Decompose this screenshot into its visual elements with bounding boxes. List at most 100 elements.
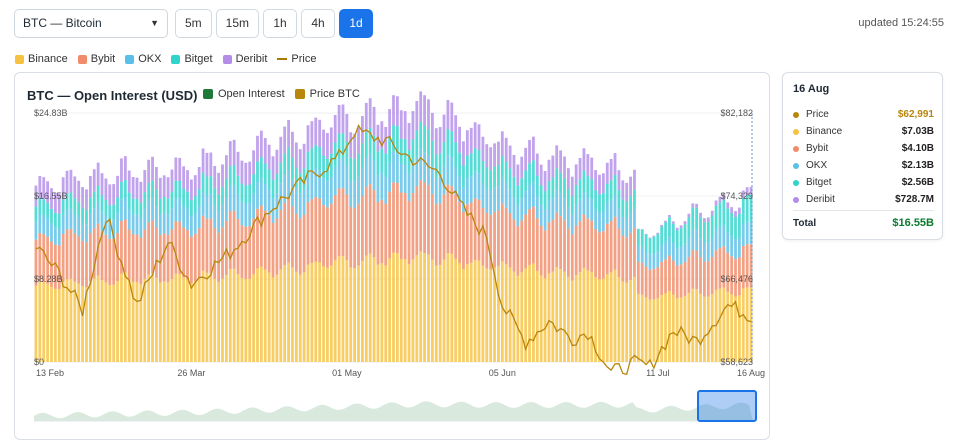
bar-okx-98 bbox=[415, 156, 419, 187]
bar-binance-4 bbox=[50, 286, 53, 362]
bar-bitget-159 bbox=[652, 236, 656, 254]
bar-okx-34 bbox=[166, 214, 170, 235]
bar-bybit-89 bbox=[380, 199, 384, 264]
bar-okx-184 bbox=[749, 221, 753, 245]
legend-item-binance[interactable]: Binance bbox=[15, 53, 68, 65]
bar-bybit-80 bbox=[345, 194, 349, 260]
bar-okx-59 bbox=[263, 183, 267, 211]
bar-okx-16 bbox=[96, 202, 100, 224]
bar-deribit-184 bbox=[749, 186, 753, 195]
bar-bitget-82 bbox=[353, 159, 357, 182]
bar-bybit-167 bbox=[683, 261, 687, 296]
bar-deribit-100 bbox=[423, 95, 426, 126]
bar-deribit-76 bbox=[329, 127, 333, 154]
timeframe-15m-button[interactable]: 15m bbox=[215, 9, 260, 38]
legend-item-okx[interactable]: OKX bbox=[125, 53, 161, 65]
bar-okx-127 bbox=[528, 185, 531, 210]
bar-okx-150 bbox=[617, 208, 621, 229]
bar-deribit-180 bbox=[734, 211, 737, 217]
navigator-window[interactable] bbox=[697, 390, 757, 422]
bar-okx-179 bbox=[730, 236, 734, 257]
bar-binance-86 bbox=[368, 253, 372, 362]
bar-okx-10 bbox=[73, 214, 77, 234]
bar-binance-147 bbox=[605, 274, 609, 362]
bar-binance-34 bbox=[166, 282, 170, 362]
bar-bybit-103 bbox=[434, 204, 438, 266]
bar-deribit-53 bbox=[240, 160, 244, 184]
bar-bitget-166 bbox=[679, 228, 683, 248]
bar-binance-40 bbox=[190, 283, 193, 362]
bar-bybit-140 bbox=[578, 221, 582, 273]
bar-okx-97 bbox=[411, 164, 415, 194]
bar-okx-28 bbox=[143, 208, 147, 230]
bar-bitget-49 bbox=[224, 178, 228, 198]
bar-binance-166 bbox=[679, 297, 683, 362]
bar-binance-36 bbox=[174, 273, 178, 362]
legend-item-deribit[interactable]: Deribit bbox=[222, 53, 267, 65]
bar-binance-43 bbox=[201, 270, 205, 362]
bar-binance-46 bbox=[213, 278, 217, 362]
timeframe-1h-button[interactable]: 1h bbox=[263, 9, 298, 38]
bar-deribit-36 bbox=[174, 157, 178, 181]
bar-bybit-165 bbox=[675, 265, 679, 299]
bar-bitget-169 bbox=[691, 207, 695, 230]
bar-bybit-181 bbox=[738, 257, 741, 296]
timeframe-1d-button[interactable]: 1d bbox=[339, 9, 374, 38]
open-interest-chart[interactable]: $24.83B $16.55B $8.28B $0 $82,182 $74,329 $66,… bbox=[15, 73, 771, 441]
bar-bybit-64 bbox=[283, 202, 287, 266]
bar-binance-58 bbox=[259, 266, 263, 362]
bar-deribit-11 bbox=[77, 180, 81, 203]
bar-okx-49 bbox=[224, 197, 228, 222]
bar-bitget-108 bbox=[454, 142, 458, 167]
bar-bitget-125 bbox=[520, 178, 524, 199]
bar-deribit-37 bbox=[178, 157, 182, 182]
bar-deribit-82 bbox=[353, 133, 357, 160]
legend-item-bybit[interactable]: Bybit bbox=[77, 53, 115, 65]
chart-legend-price-btc[interactable]: Price BTC bbox=[294, 88, 360, 100]
timeframe-5m-button[interactable]: 5m bbox=[175, 9, 212, 38]
bar-binance-101 bbox=[427, 254, 430, 362]
bar-okx-110 bbox=[462, 187, 465, 212]
bar-okx-91 bbox=[388, 162, 392, 192]
bar-bitget-100 bbox=[423, 125, 426, 153]
bar-bitget-50 bbox=[228, 166, 232, 186]
bar-okx-114 bbox=[477, 173, 481, 200]
bar-deribit-149 bbox=[613, 153, 617, 175]
bar-bybit-148 bbox=[609, 221, 613, 273]
legend-item-price[interactable]: Price bbox=[277, 53, 316, 65]
bar-bybit-40 bbox=[190, 236, 193, 284]
bar-okx-149 bbox=[613, 194, 617, 217]
bar-bitget-59 bbox=[263, 163, 267, 184]
bar-bitget-101 bbox=[427, 128, 430, 156]
legend-label: Price bbox=[291, 53, 317, 65]
bar-okx-182 bbox=[741, 223, 745, 247]
bar-bybit-70 bbox=[306, 202, 310, 265]
bar-bybit-131 bbox=[543, 230, 547, 279]
bar-bybit-114 bbox=[477, 199, 481, 261]
binance-swatch bbox=[15, 54, 24, 64]
bar-okx-170 bbox=[695, 230, 699, 251]
asset-select[interactable]: BTC — Bitcoin ▼ bbox=[14, 9, 168, 38]
legend-item-bitget[interactable]: Bitget bbox=[171, 53, 213, 65]
bar-binance-152 bbox=[625, 282, 629, 362]
bar-bitget-9 bbox=[69, 192, 73, 209]
bar-bitget-60 bbox=[267, 169, 271, 190]
bar-deribit-66 bbox=[291, 131, 294, 158]
bar-bybit-176 bbox=[718, 248, 722, 289]
bar-bitget-170 bbox=[695, 207, 699, 231]
chart-legend-open-interest[interactable]: Open Interest bbox=[203, 88, 285, 100]
bar-deribit-63 bbox=[279, 136, 283, 163]
bar-binance-54 bbox=[244, 279, 248, 362]
bar-binance-160 bbox=[656, 298, 660, 362]
bar-binance-20 bbox=[112, 284, 116, 362]
series-legend: Binance Bybit OKX Bitget Deribit Price bbox=[15, 53, 316, 65]
open-interest-swatch bbox=[203, 89, 213, 99]
bar-binance-181 bbox=[738, 295, 741, 362]
bar-deribit-86 bbox=[368, 98, 372, 128]
y-left-tick-label: $16.55B bbox=[34, 191, 68, 201]
timeframe-4h-button[interactable]: 4h bbox=[301, 9, 336, 38]
bar-okx-81 bbox=[349, 180, 353, 207]
bar-bybit-45 bbox=[209, 218, 213, 273]
bar-okx-95 bbox=[403, 164, 407, 193]
bar-deribit-140 bbox=[578, 157, 582, 180]
